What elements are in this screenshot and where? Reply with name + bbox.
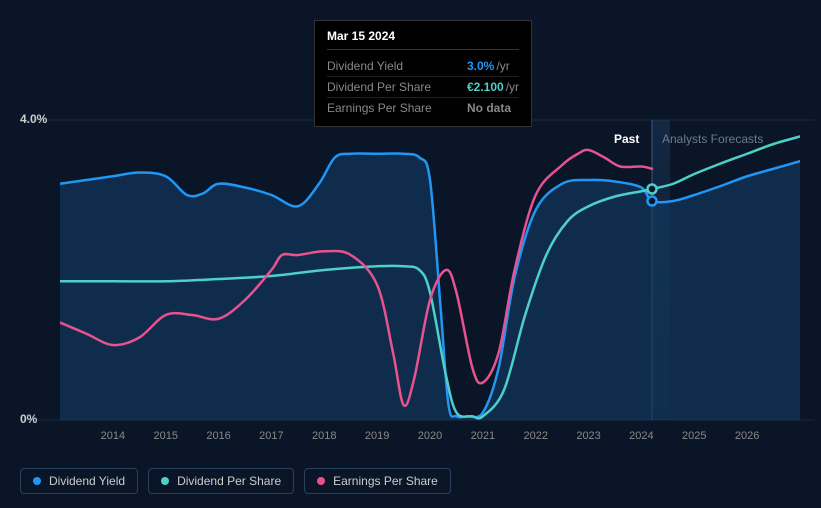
- x-axis-label: 2016: [206, 430, 230, 442]
- tooltip-row: Dividend Per Share€2.100 /yr: [327, 77, 519, 98]
- x-axis-label: 2024: [629, 430, 653, 442]
- tooltip-metric-value: 3.0%: [467, 59, 494, 73]
- tooltip-metric-label: Dividend Yield: [327, 59, 467, 73]
- tooltip-metric-value: €2.100: [467, 80, 504, 94]
- tooltip-metric-label: Dividend Per Share: [327, 80, 467, 94]
- legend-dot-icon: [317, 477, 325, 485]
- legend-item[interactable]: Earnings Per Share: [304, 468, 451, 494]
- x-axis-label: 2019: [365, 430, 389, 442]
- y-axis-label: 4.0%: [20, 112, 47, 126]
- x-axis-label: 2021: [471, 430, 495, 442]
- y-axis-label: 0%: [20, 412, 37, 426]
- legend-item[interactable]: Dividend Per Share: [148, 468, 294, 494]
- legend-item[interactable]: Dividend Yield: [20, 468, 138, 494]
- x-axis-label: 2018: [312, 430, 336, 442]
- x-axis-label: 2025: [682, 430, 706, 442]
- tooltip-metric-value: No data: [467, 101, 511, 115]
- past-section-label: Past: [614, 132, 639, 146]
- x-axis-label: 2014: [101, 430, 125, 442]
- x-axis-label: 2022: [523, 430, 547, 442]
- tooltip-row: Dividend Yield3.0% /yr: [327, 56, 519, 77]
- tooltip-date: Mar 15 2024: [327, 29, 519, 50]
- x-axis-label: 2026: [735, 430, 759, 442]
- x-axis-label: 2023: [576, 430, 600, 442]
- x-axis-label: 2017: [259, 430, 283, 442]
- legend-label: Dividend Per Share: [177, 474, 281, 488]
- legend-label: Dividend Yield: [49, 474, 125, 488]
- x-axis-label: 2020: [418, 430, 442, 442]
- chart-tooltip: Mar 15 2024 Dividend Yield3.0% /yrDivide…: [314, 20, 532, 127]
- tooltip-metric-unit: /yr: [496, 59, 509, 73]
- chart-legend: Dividend Yield Dividend Per Share Earnings…: [20, 468, 451, 494]
- x-axis-label: 2015: [153, 430, 177, 442]
- tooltip-metric-unit: /yr: [506, 80, 519, 94]
- tooltip-metric-label: Earnings Per Share: [327, 101, 467, 115]
- forecast-section-label: Analysts Forecasts: [662, 132, 763, 146]
- legend-dot-icon: [161, 477, 169, 485]
- legend-dot-icon: [33, 477, 41, 485]
- tooltip-row: Earnings Per ShareNo data: [327, 98, 519, 118]
- legend-label: Earnings Per Share: [333, 474, 438, 488]
- dividend-chart: 4.0% 0% 2014 2015 2016 2017 2018 2019 2020 2021 2…: [0, 0, 821, 508]
